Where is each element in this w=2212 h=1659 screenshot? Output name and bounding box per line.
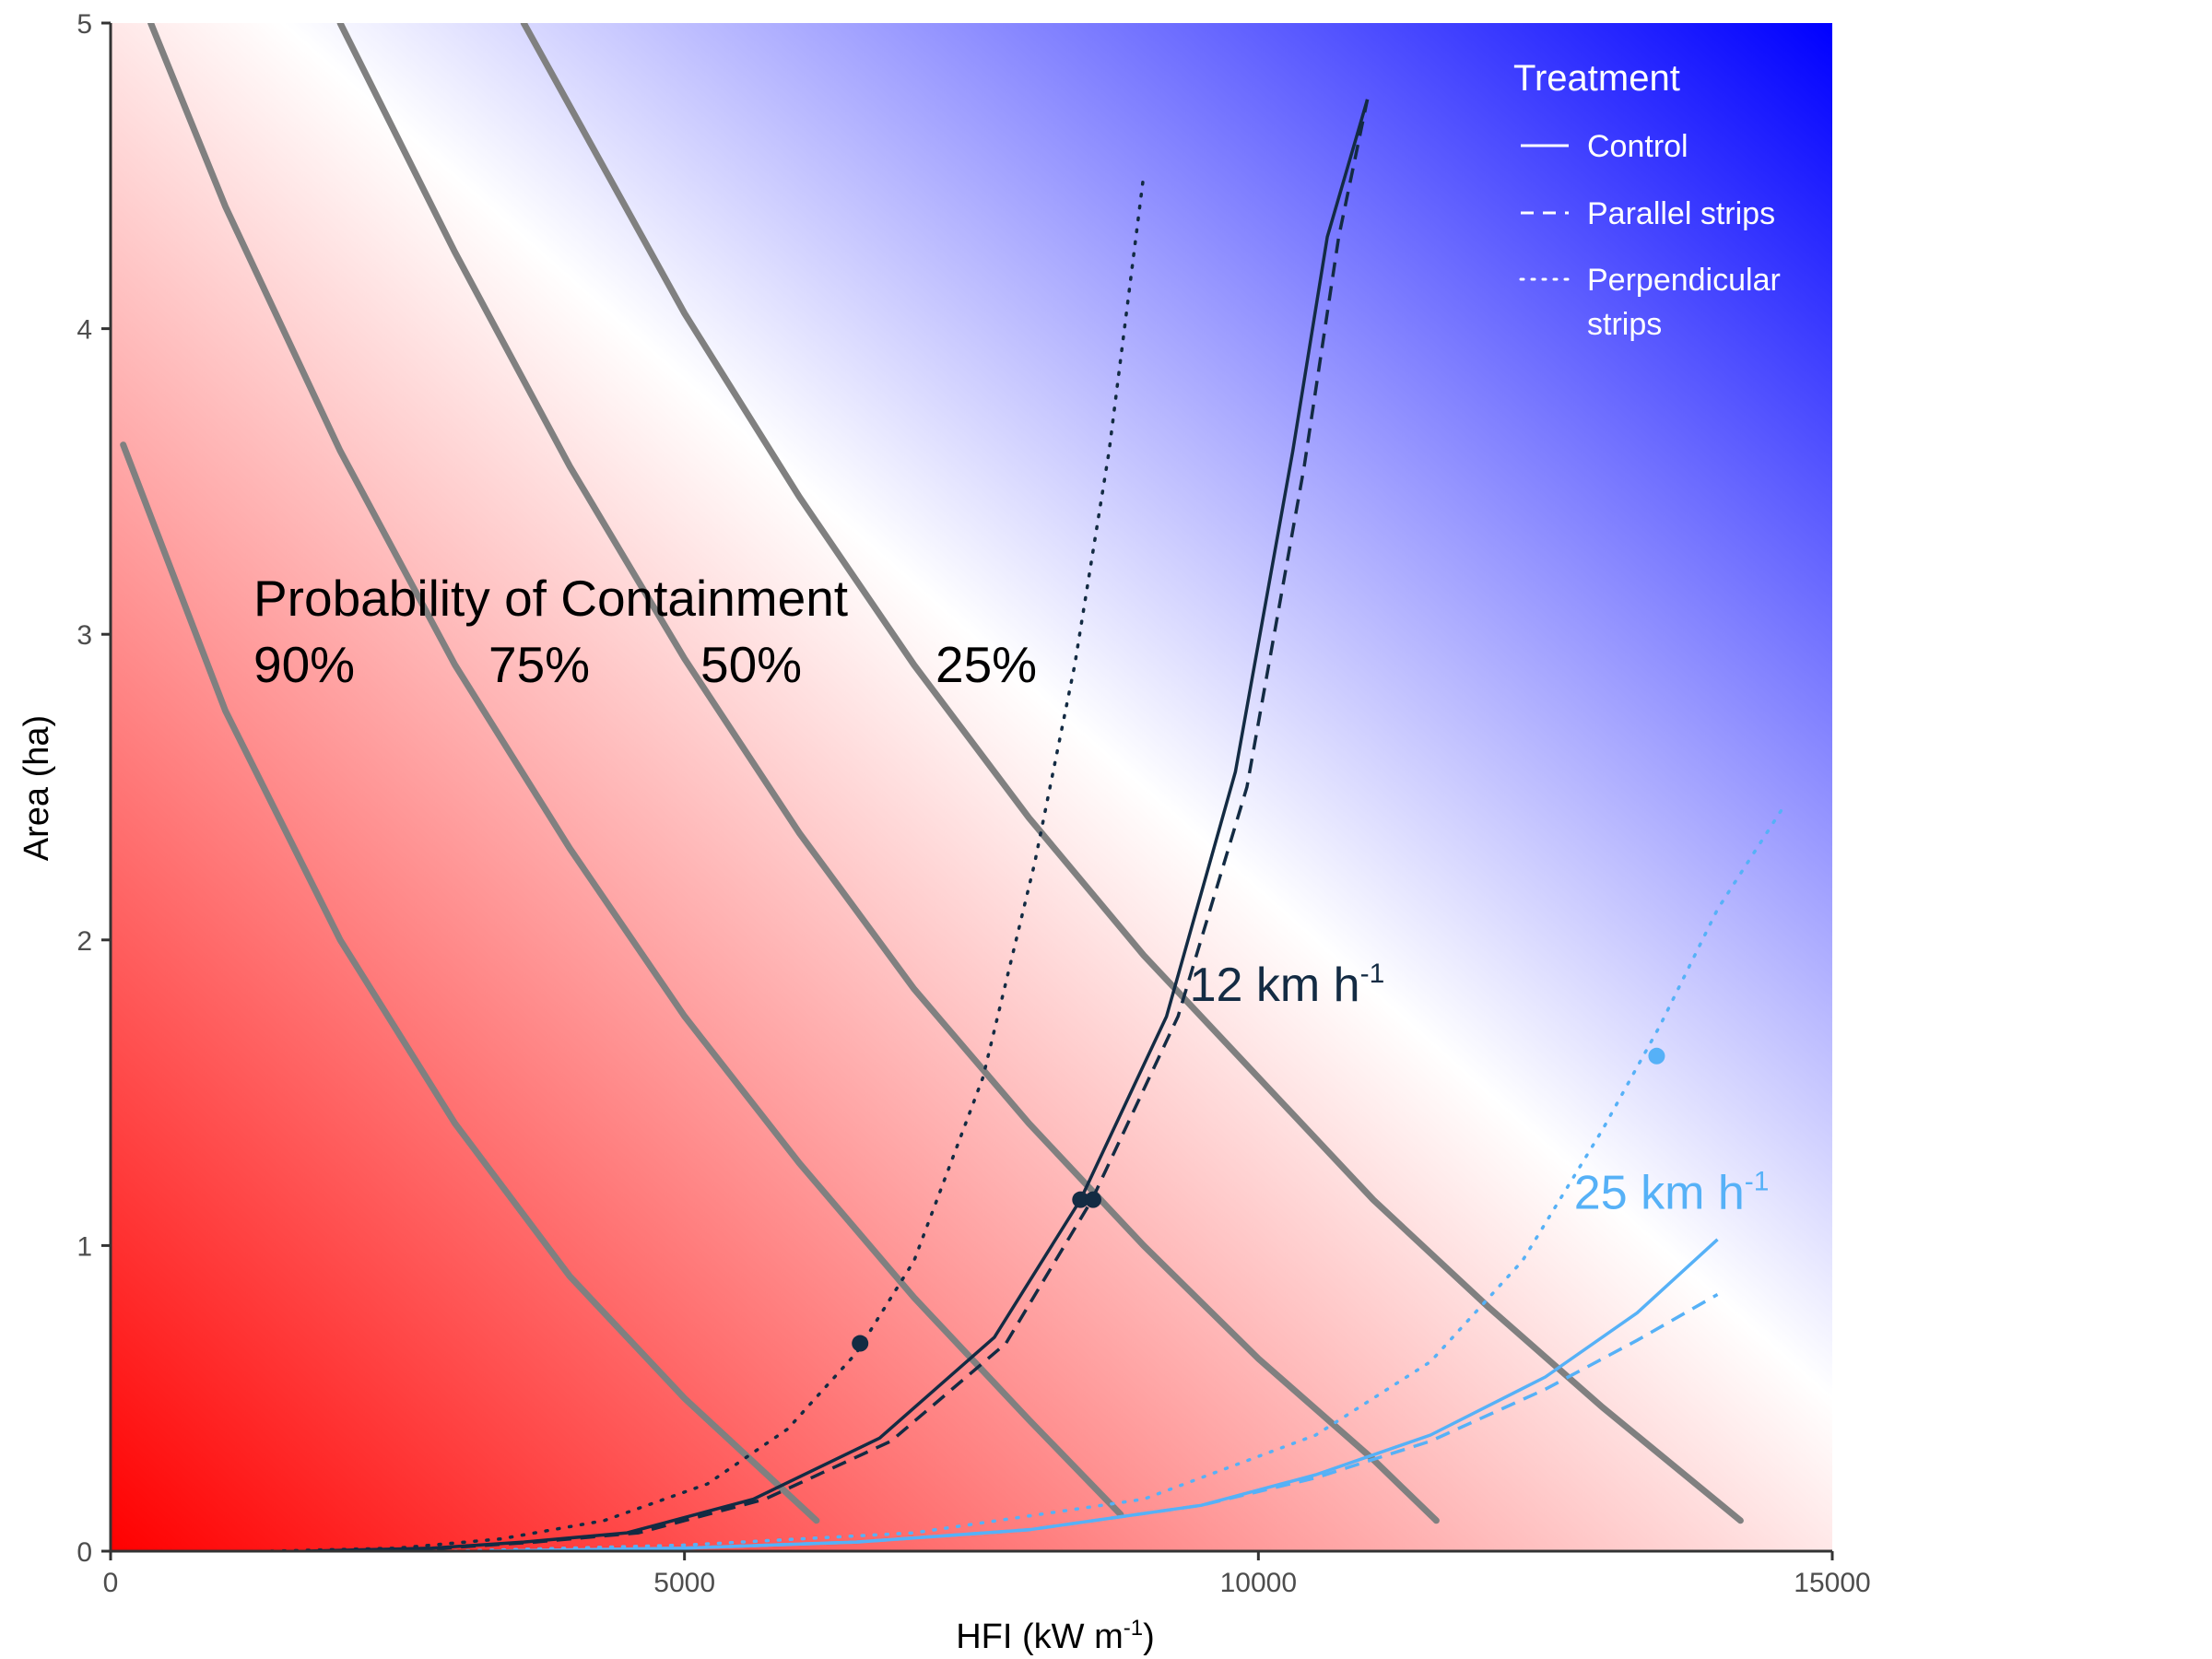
series-markers — [852, 1047, 1665, 1352]
legend-label-control: Control — [1587, 129, 1688, 164]
probability-background — [111, 23, 1832, 1551]
series-line-5 — [488, 1292, 1719, 1551]
series-marker-4 — [1648, 1047, 1665, 1065]
legend-label-perpendicular: Perpendicular — [1587, 263, 1781, 298]
contour-title: Probability of Containment — [253, 570, 848, 627]
series-lines — [269, 99, 1788, 1551]
speed-label-1: 12 km h-1 — [1190, 959, 1385, 1012]
y-tick-label-2: 1 — [76, 1231, 92, 1262]
series-marker-2 — [1072, 1191, 1089, 1208]
y-tick-label-3: 2 — [76, 926, 92, 957]
axes: 0 5000 10000 15000 0 1 2 3 4 5 — [76, 9, 1870, 1598]
series-marker-1 — [852, 1335, 869, 1352]
x-tick-label-3: 10000 — [1220, 1568, 1297, 1598]
probability-gradient — [111, 23, 1832, 1551]
series-line-1 — [305, 99, 1370, 1551]
series-line-6 — [453, 800, 1788, 1551]
legend: Treatment Control Parallel strips Perpen… — [1513, 58, 1781, 342]
contour-label-4: 25% — [935, 636, 1037, 693]
contour-line-3 — [336, 23, 1440, 1524]
y-tick-label-4: 3 — [76, 620, 92, 651]
contour-line-4 — [520, 23, 1744, 1524]
legend-label-parallel: Parallel strips — [1587, 196, 1775, 231]
speed-label-2: 25 km h-1 — [1574, 1167, 1770, 1220]
y-axis-title: Area (ha) — [18, 715, 56, 861]
legend-label-perpendicular-line2: strips — [1587, 307, 1662, 342]
y-tick-label-1: 0 — [76, 1537, 92, 1568]
series-marker-3 — [1085, 1191, 1102, 1208]
speed-labels: 12 km h-1 25 km h-1 — [1190, 959, 1770, 1219]
contour-label-1: 90% — [253, 636, 355, 693]
y-tick-label-6: 5 — [76, 9, 92, 40]
y-tick-label-5: 4 — [76, 315, 92, 346]
contour-line-1 — [120, 441, 820, 1524]
contour-labels: 90% 75% 50% 25% — [253, 636, 1037, 693]
legend-title: Treatment — [1513, 58, 1680, 99]
contour-label-2: 75% — [488, 636, 590, 693]
contour-label-3: 50% — [700, 636, 802, 693]
series-line-2 — [317, 99, 1370, 1551]
x-tick-label-2: 5000 — [653, 1568, 715, 1598]
x-tick-label-4: 15000 — [1794, 1568, 1870, 1598]
x-axis-title: HFI (kW m-1) — [956, 1616, 1155, 1656]
series-line-3 — [269, 174, 1146, 1551]
x-tick-label-1: 0 — [103, 1568, 119, 1598]
